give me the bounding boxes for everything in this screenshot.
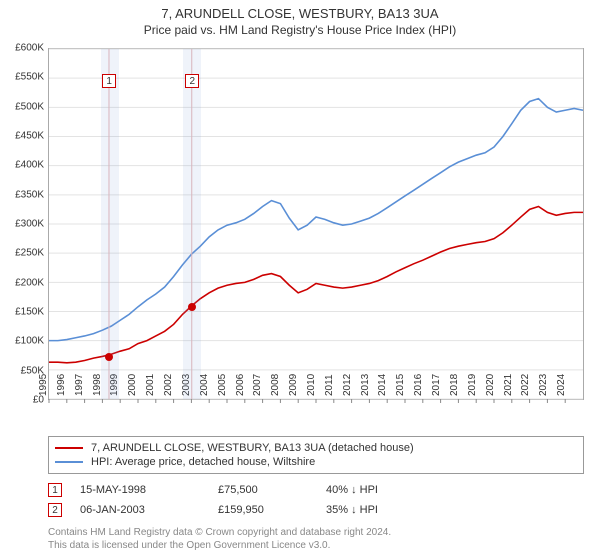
- y-axis-tick-label: £450K: [0, 131, 44, 142]
- y-axis-tick-label: £150K: [0, 307, 44, 318]
- x-axis-tick-label: 2008: [270, 374, 281, 396]
- sale-period-band: [101, 49, 119, 399]
- y-axis-tick-label: £300K: [0, 219, 44, 230]
- y-axis-tick-label: £250K: [0, 248, 44, 259]
- x-axis-tick-label: 2015: [395, 374, 406, 396]
- x-axis-tick-label: 2012: [342, 374, 353, 396]
- y-axis-tick-label: £600K: [0, 43, 44, 54]
- y-axis-tick-label: £500K: [0, 101, 44, 112]
- x-axis-tick-label: 2002: [163, 374, 174, 396]
- x-axis-tick-label: 2014: [377, 374, 388, 396]
- sales-table: 1 15-MAY-1998 £75,500 40% ↓ HPI 2 06-JAN…: [48, 480, 584, 520]
- legend-label: HPI: Average price, detached house, Wilt…: [91, 456, 315, 468]
- sale-marker-label: 1: [102, 74, 116, 88]
- x-axis-tick-label: 2020: [485, 374, 496, 396]
- x-axis-tick-label: 2017: [431, 374, 442, 396]
- sale-period-band: [183, 49, 201, 399]
- x-axis-tick-label: 2007: [252, 374, 263, 396]
- sale-pct-vs-hpi: 40% ↓ HPI: [326, 484, 446, 496]
- sale-price: £75,500: [218, 484, 308, 496]
- sales-row: 1 15-MAY-1998 £75,500 40% ↓ HPI: [48, 480, 584, 500]
- legend-label: 7, ARUNDELL CLOSE, WESTBURY, BA13 3UA (d…: [91, 442, 414, 454]
- y-axis-tick-label: £400K: [0, 160, 44, 171]
- sale-dot: [105, 353, 113, 361]
- x-axis-tick-label: 2019: [467, 374, 478, 396]
- sale-marker-icon: 1: [48, 483, 62, 497]
- sale-pct-vs-hpi: 35% ↓ HPI: [326, 504, 446, 516]
- y-axis-tick-label: £0: [0, 395, 44, 406]
- x-axis-tick-label: 1996: [56, 374, 67, 396]
- series-property: [49, 207, 583, 363]
- x-axis-tick-label: 2023: [538, 374, 549, 396]
- x-axis-tick-label: 2021: [502, 374, 513, 396]
- x-axis-tick-label: 2010: [306, 374, 317, 396]
- x-axis-tick-label: 2006: [234, 374, 245, 396]
- y-axis-tick-label: £350K: [0, 189, 44, 200]
- footer-line: This data is licensed under the Open Gov…: [48, 539, 584, 552]
- chart-svg: [49, 49, 583, 399]
- sales-row: 2 06-JAN-2003 £159,950 35% ↓ HPI: [48, 500, 584, 520]
- y-axis-tick-label: £550K: [0, 72, 44, 83]
- x-axis-tick-label: 1995: [38, 374, 49, 396]
- x-axis-tick-label: 2000: [127, 374, 138, 396]
- footer-line: Contains HM Land Registry data © Crown c…: [48, 526, 584, 539]
- chart-plot-area: 1995199619971998199920002001200220032004…: [48, 48, 584, 400]
- chart-legend: 7, ARUNDELL CLOSE, WESTBURY, BA13 3UA (d…: [48, 436, 584, 474]
- legend-item-property: 7, ARUNDELL CLOSE, WESTBURY, BA13 3UA (d…: [55, 441, 577, 455]
- x-axis-tick-label: 2018: [449, 374, 460, 396]
- chart-container: 7, ARUNDELL CLOSE, WESTBURY, BA13 3UA Pr…: [0, 0, 600, 560]
- x-axis-tick-label: 2016: [413, 374, 424, 396]
- legend-item-hpi: HPI: Average price, detached house, Wilt…: [55, 455, 577, 469]
- x-axis-tick-label: 2005: [217, 374, 228, 396]
- attribution-footer: Contains HM Land Registry data © Crown c…: [48, 526, 584, 552]
- x-axis-tick-label: 2011: [324, 374, 335, 396]
- sale-marker-label: 2: [185, 74, 199, 88]
- sale-marker-icon: 2: [48, 503, 62, 517]
- page-subtitle: Price paid vs. HM Land Registry's House …: [0, 21, 600, 41]
- x-axis-tick-label: 2001: [145, 374, 156, 396]
- x-axis-tick-label: 2024: [556, 374, 567, 396]
- x-axis-tick-label: 2022: [520, 374, 531, 396]
- x-axis-tick-label: 2013: [359, 374, 370, 396]
- y-axis-tick-label: £200K: [0, 277, 44, 288]
- series-hpi: [49, 99, 583, 341]
- y-axis-tick-label: £100K: [0, 336, 44, 347]
- y-axis-tick-label: £50K: [0, 365, 44, 376]
- sale-dot: [188, 303, 196, 311]
- sale-price: £159,950: [218, 504, 308, 516]
- legend-swatch: [55, 447, 83, 449]
- sale-date: 06-JAN-2003: [80, 504, 200, 516]
- x-axis-tick-label: 1997: [74, 374, 85, 396]
- sale-date: 15-MAY-1998: [80, 484, 200, 496]
- page-title: 7, ARUNDELL CLOSE, WESTBURY, BA13 3UA: [0, 0, 600, 21]
- legend-swatch: [55, 461, 83, 463]
- x-axis-tick-label: 2009: [288, 374, 299, 396]
